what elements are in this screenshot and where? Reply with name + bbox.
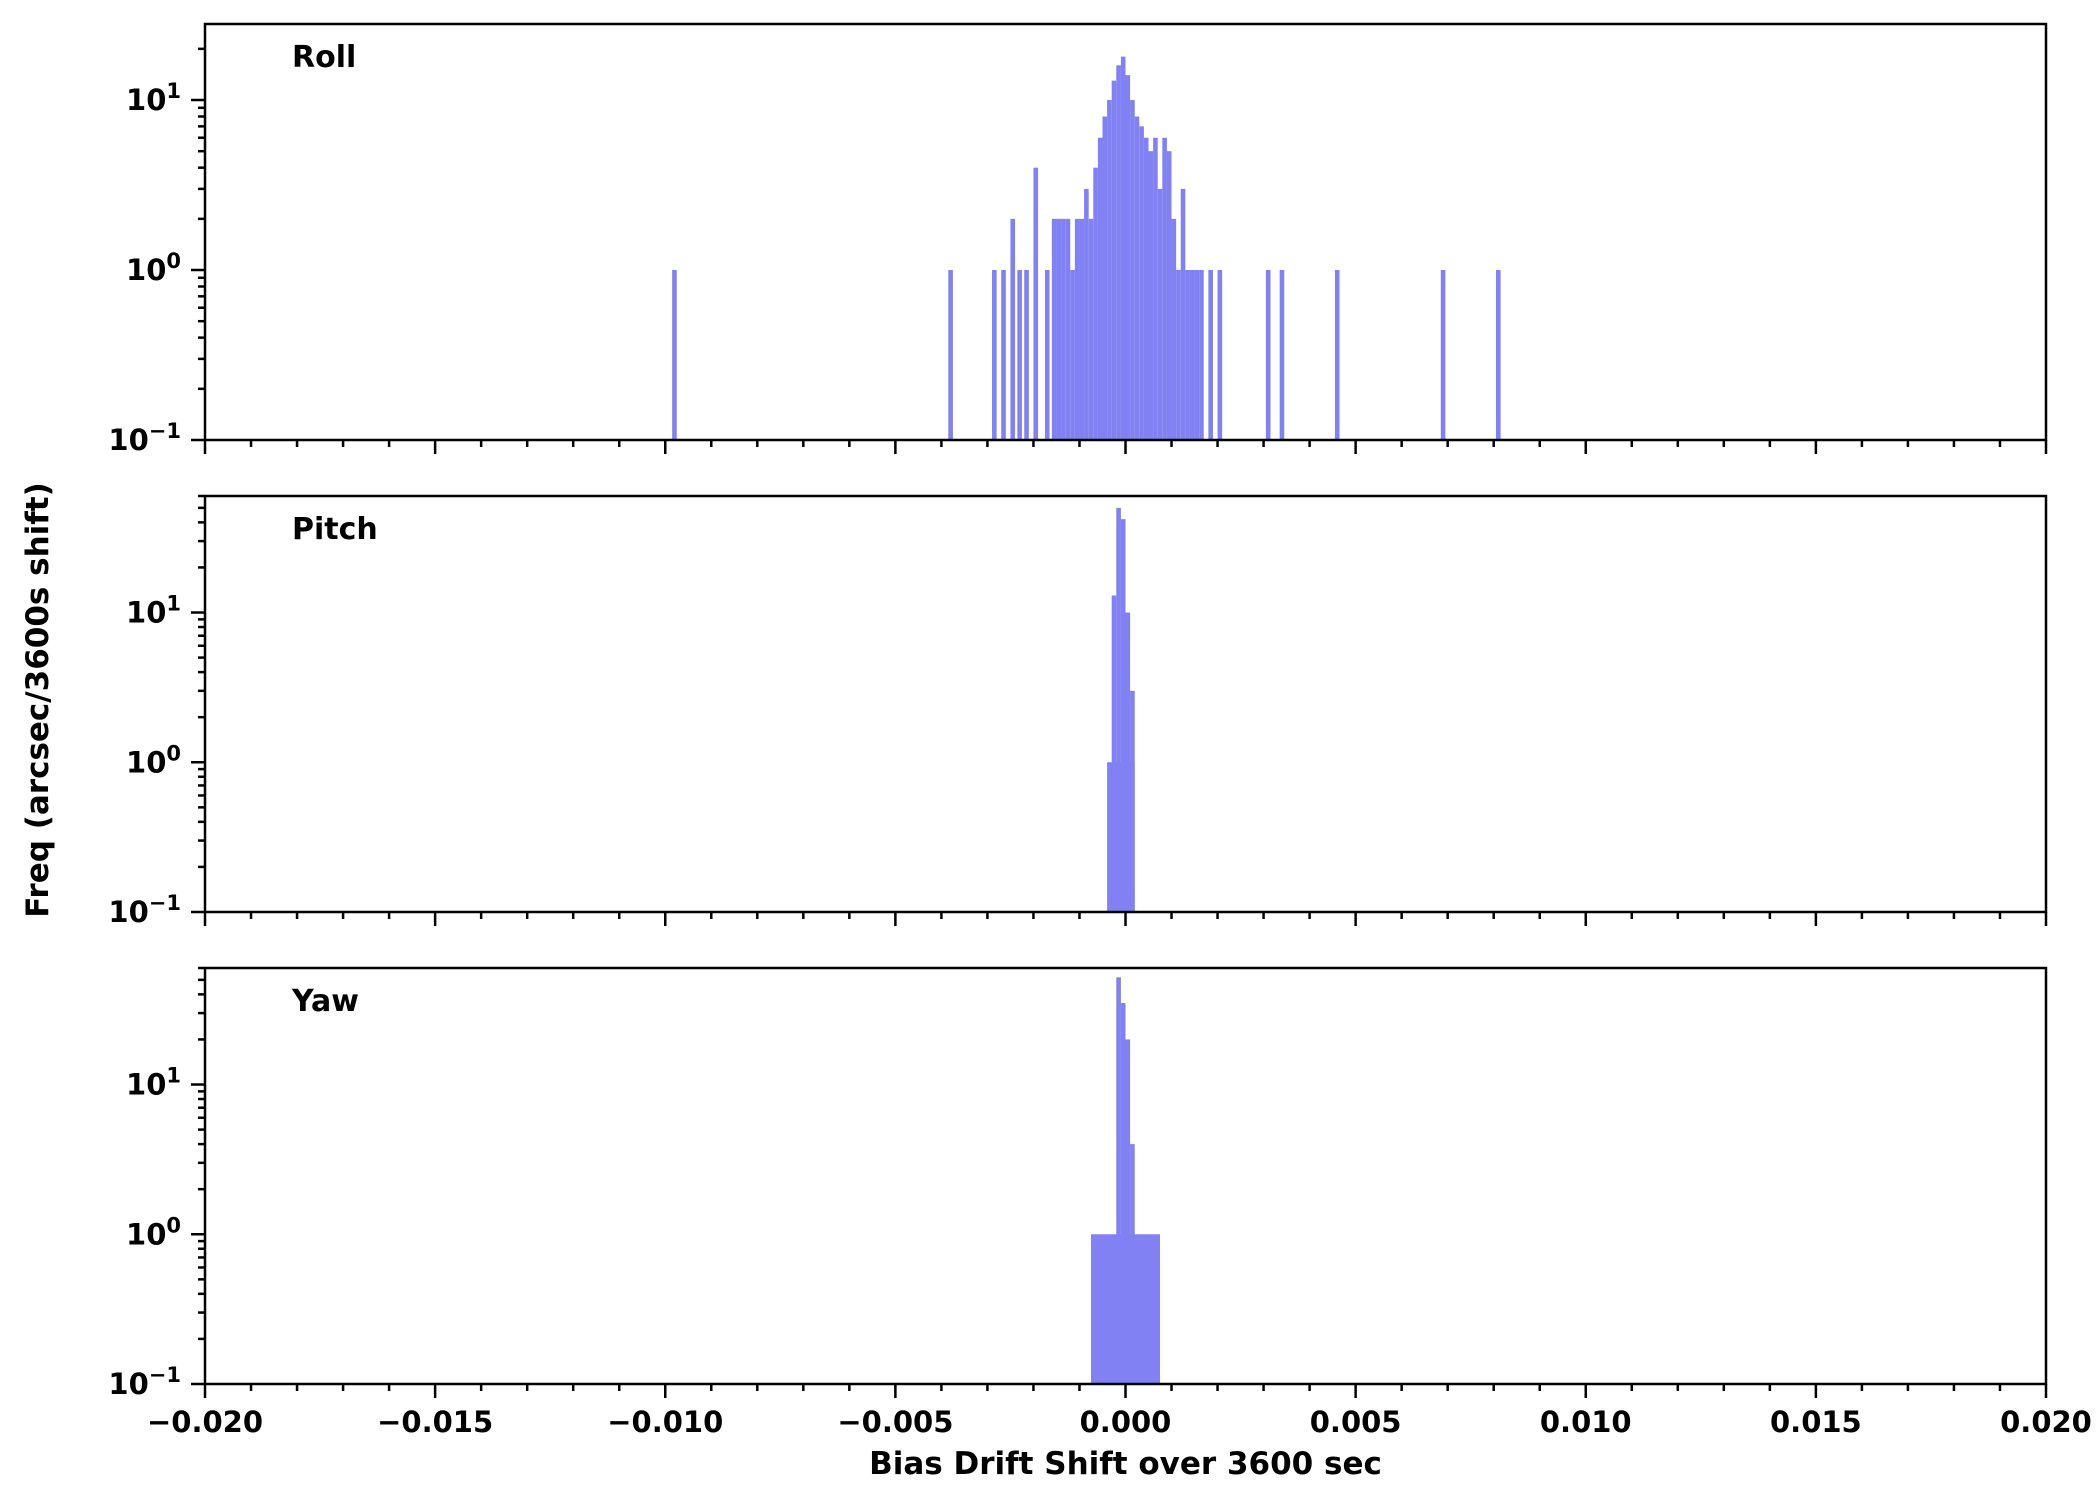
histogram-bar [1093,167,1098,440]
panel-title-roll: Roll [292,40,357,75]
x-tick-label: 0.000 [1080,1405,1172,1439]
x-tick-label: 0.005 [1310,1405,1402,1439]
x-tick-label: 0.020 [2000,1405,2092,1439]
x-tick-label: −0.020 [147,1405,263,1439]
axes-box [203,966,2048,1386]
y-tick-label: 100 [126,249,181,287]
histogram-bar [1143,137,1149,441]
histogram-bar [1017,270,1022,440]
y-tick-label: 100 [126,1213,181,1251]
x-tick-label: −0.015 [377,1405,493,1439]
histogram-bar [1102,116,1108,441]
histogram-bar [1116,65,1121,440]
x-tick-label: −0.005 [837,1405,953,1439]
histogram-bar [1139,126,1144,440]
histogram-bar [1088,218,1094,440]
histogram-bar [1166,151,1172,440]
histogram-bar [1125,1039,1131,1384]
y-tick-label: 101 [126,592,181,630]
panel-roll: 10−1 100 101 [108,22,2048,457]
histogram-bar [1074,218,1080,440]
histogram-bar [1079,218,1085,440]
x-tick-label: 0.015 [1770,1405,1862,1439]
histogram-bar [1153,137,1158,441]
y-tick-label: 101 [126,79,181,117]
panel-yaw: 10−1 100 101 −0.020 −0.015 −0.010 −0.005 0.000 0… [108,966,2092,1439]
histogram-bar [1279,270,1285,440]
histogram-bar [1125,75,1131,441]
histogram-bar [1120,519,1126,912]
histogram-bar [948,270,953,440]
y-tick-label: 10−1 [108,1363,181,1401]
histogram-bar [1185,270,1190,440]
histogram-bar [1044,270,1050,440]
histogram-bar [1134,116,1140,441]
y-tick-label: 10−1 [108,891,181,929]
histogram-bar [1496,270,1501,440]
histogram-bar [1051,218,1057,440]
histogram-bar [1010,218,1016,440]
histogram-bar [1070,270,1075,440]
histogram-bar [1111,595,1117,912]
histogram-bar [992,270,997,440]
histogram-bar [1125,612,1131,912]
histogram-bar [1157,188,1163,440]
histogram-bar [1107,100,1112,440]
histogram-bar [1056,218,1062,440]
histogram-bar [1199,270,1204,440]
histogram-bar [1180,188,1186,440]
y-tick-label: 100 [126,741,181,779]
histogram-bar [1171,218,1177,440]
histogram-bar [1194,270,1200,440]
histogram-bar [1120,1003,1126,1384]
axes-box [203,494,2048,914]
histogram-bar [1065,218,1071,440]
y-tick-label: 10−1 [108,419,181,457]
histogram-bar [1024,270,1029,440]
panel-title-pitch: Pitch [292,512,378,547]
histogram-bar [1265,270,1271,440]
histogram-bar [1148,151,1154,440]
panel-pitch: 10−1 100 101 [108,494,2048,929]
histogram-bar [1033,167,1039,440]
histogram-bar [1130,690,1135,912]
histogram-bar [1097,137,1103,441]
histogram-bar [672,270,677,440]
histogram-bar [1116,977,1121,1384]
histogram-bar [1061,218,1066,440]
y-axis-label: Freq (arcsec/3600s shift) [20,482,56,918]
histogram-bar [1130,100,1135,440]
histogram-bar [1334,270,1340,440]
histogram-bar [1217,270,1223,440]
histogram-bar [1440,270,1446,440]
histogram-bar [1189,270,1195,440]
x-axis-label: Bias Drift Shift over 3600 sec [869,1446,1382,1482]
histogram-bar [1116,507,1121,912]
histogram-bar [1120,56,1126,441]
histogram-bar [1130,1144,1135,1384]
y-tick-label: 101 [126,1064,181,1102]
histogram-bar [1176,270,1181,440]
histogram-bar [1208,270,1213,440]
histogram-bar [1001,270,1006,440]
histogram-bar [1162,137,1167,441]
axes-box [203,22,2048,442]
histogram-bar [1084,188,1089,440]
histogram-bar [1111,80,1117,440]
panel-title-yaw: Yaw [292,984,359,1019]
x-tick-label: 0.010 [1540,1405,1632,1439]
x-tick-label: −0.010 [607,1405,723,1439]
